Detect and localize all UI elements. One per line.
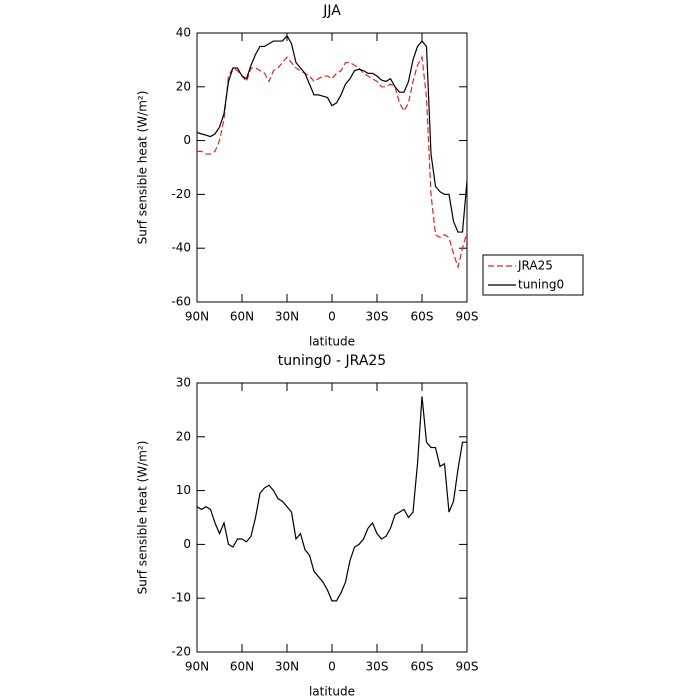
x-tick-label: 90N: [185, 310, 209, 324]
x-tick-label: 90S: [456, 310, 479, 324]
x-tick-label: 0: [328, 660, 336, 674]
x-tick-label: 0: [328, 310, 336, 324]
y-tick-label: 10: [176, 483, 191, 497]
x-tick-label: 60N: [230, 310, 254, 324]
chart-title: tuning0 - JRA25: [278, 353, 386, 369]
y-tick-label: -20: [171, 187, 191, 201]
y-axis-label: Surf sensible heat (W/m²): [136, 91, 150, 245]
x-tick-label: 90N: [185, 660, 209, 674]
x-axis-label: latitude: [309, 335, 355, 349]
y-tick-label: -20: [171, 645, 191, 659]
y-tick-label: 30: [176, 376, 191, 390]
x-tick-label: 30S: [366, 310, 389, 324]
legend-box: [482, 254, 584, 296]
x-tick-label: 60S: [411, 310, 434, 324]
y-tick-label: 40: [176, 26, 191, 40]
legend-label: JRA25: [517, 259, 553, 273]
x-tick-label: 60S: [411, 660, 434, 674]
y-tick-label: -40: [171, 241, 191, 255]
plot-frame: [196, 382, 468, 653]
y-tick-label: 0: [183, 537, 191, 551]
x-tick-label: 30S: [366, 660, 389, 674]
x-tick-label: 60N: [230, 660, 254, 674]
x-axis-label: latitude: [309, 685, 355, 699]
y-tick-label: 20: [176, 429, 191, 443]
data-line: [196, 34, 468, 233]
y-tick-label: 20: [176, 79, 191, 93]
legend: JRA25 tuning0: [482, 254, 584, 296]
legend-label: tuning0: [518, 278, 564, 292]
data-line: [197, 55, 468, 270]
x-tick-label: 30N: [275, 310, 299, 324]
plot-frame: [196, 32, 468, 303]
y-axis-label: Surf sensible heat (W/m²): [136, 441, 150, 595]
y-tick-label: 0: [183, 133, 191, 147]
x-tick-label: 30N: [275, 660, 299, 674]
y-tick-label: -10: [171, 591, 191, 605]
chart-title: JJA: [322, 3, 341, 19]
data-line: [196, 396, 467, 602]
y-tick-label: -60: [171, 295, 191, 309]
x-tick-label: 90S: [456, 660, 479, 674]
